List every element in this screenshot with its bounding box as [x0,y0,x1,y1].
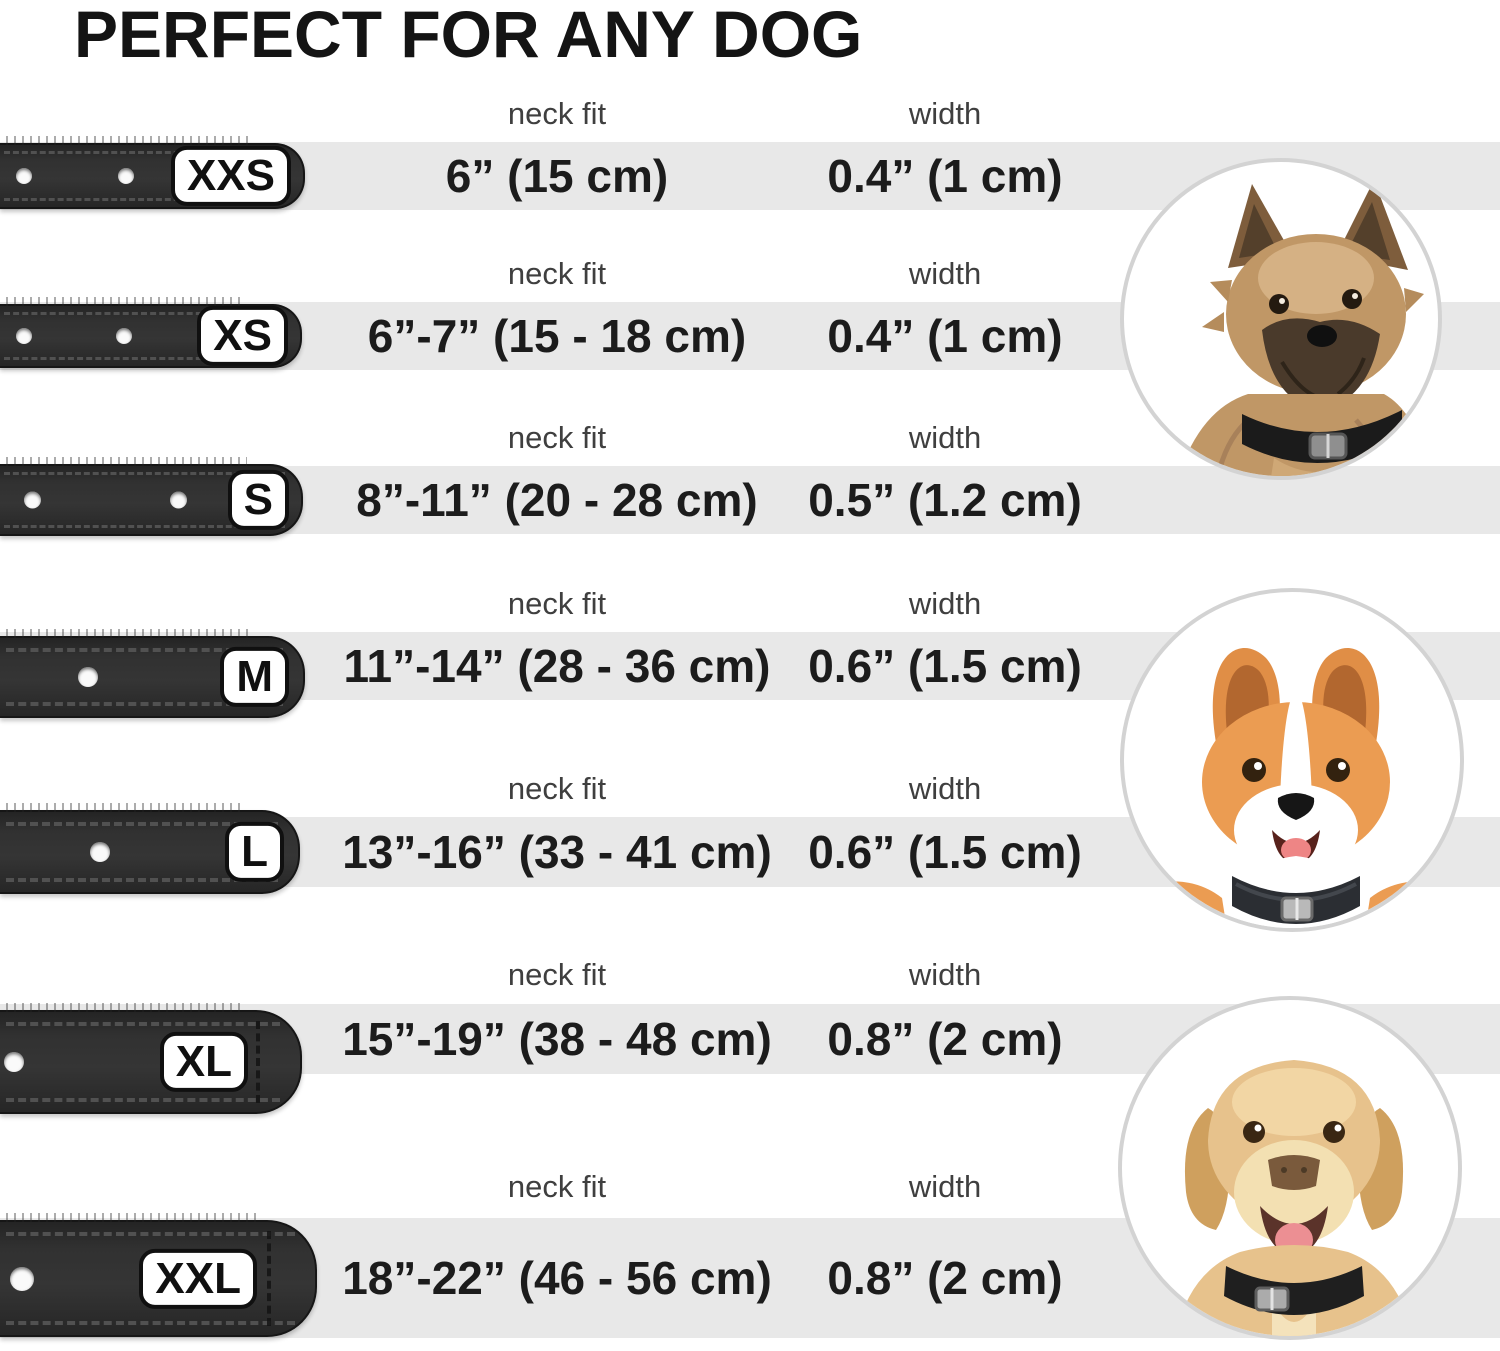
neck-fit-column-label: neck fit [507,586,607,621]
neck-fit-column-label: neck fit [507,957,607,992]
size-tag-s: S [227,469,289,531]
width-value: 0.6” (1.5 cm) [808,640,1082,692]
width-column-label: width [908,957,982,992]
dog-photo-terrier [1120,158,1442,480]
collar-illustration-l: L [0,803,300,894]
neck-fit-value: 11”-14” (28 - 36 cm) [343,640,771,692]
width-value: 0.8” (2 cm) [827,1013,1063,1065]
neck-fit-value: 6” (15 cm) [445,150,669,202]
neck-fit-value: 13”-16” (33 - 41 cm) [342,826,772,878]
width-column-label: width [908,420,982,455]
neck-fit-value: 18”-22” (46 - 56 cm) [342,1252,772,1304]
neck-fit-column-label: neck fit [507,256,607,291]
size-tag-xxl: XXL [139,1248,257,1309]
collar-illustration-xxl: XXL [0,1213,317,1337]
width-column-label: width [908,256,982,291]
neck-fit-column-label: neck fit [507,1169,607,1204]
dog-photo-labrador [1118,996,1462,1340]
width-column-label: width [908,96,982,131]
corgi-dog-icon [1124,647,1460,928]
size-tag-l: L [225,821,284,883]
size-tag-xxs: XXS [170,145,291,207]
collar-hole [16,328,32,344]
collar-hole [4,1052,24,1072]
size-tag-xs: XS [197,305,288,367]
terrier-dog-icon [1178,180,1429,476]
width-value: 0.5” (1.2 cm) [808,474,1082,526]
neck-fit-value: 6”-7” (15 - 18 cm) [367,310,747,362]
width-value: 0.4” (1 cm) [827,150,1063,202]
size-tag-m: M [220,646,289,708]
neck-fit-column-label: neck fit [507,96,607,131]
collar-illustration-s: S [0,457,303,536]
collar-illustration-xxs: XXS [0,136,305,209]
width-column-label: width [908,586,982,621]
width-column-label: width [908,1169,982,1204]
width-value: 0.4” (1 cm) [827,310,1063,362]
size-tag-xl: XL [159,1031,248,1093]
collar-hole [16,168,32,184]
collar-hole [116,328,132,344]
collar-hole [10,1266,34,1291]
neck-fit-value: 15”-19” (38 - 48 cm) [342,1013,772,1065]
collar-hole [24,491,41,509]
collar-hole [78,667,98,687]
collar-illustration-m: M [0,629,305,718]
collar-end-seam [256,1021,260,1103]
collar-hole [118,168,134,184]
dog-photo-corgi [1120,588,1464,932]
neck-fit-column-label: neck fit [507,420,607,455]
collar-end-seam [267,1231,271,1326]
page-title: PERFECT FOR ANY DOG [74,0,863,71]
labrador-dog-icon [1175,1060,1413,1336]
width-value: 0.6” (1.5 cm) [808,826,1082,878]
collar-hole [90,842,110,862]
neck-fit-value: 8”-11” (20 - 28 cm) [356,474,758,526]
width-column-label: width [908,771,982,806]
collar-illustration-xs: XS [0,297,302,368]
width-value: 0.8” (2 cm) [827,1252,1063,1304]
collar-hole [170,491,187,509]
collar-illustration-xl: XL [0,1003,302,1114]
neck-fit-column-label: neck fit [507,771,607,806]
